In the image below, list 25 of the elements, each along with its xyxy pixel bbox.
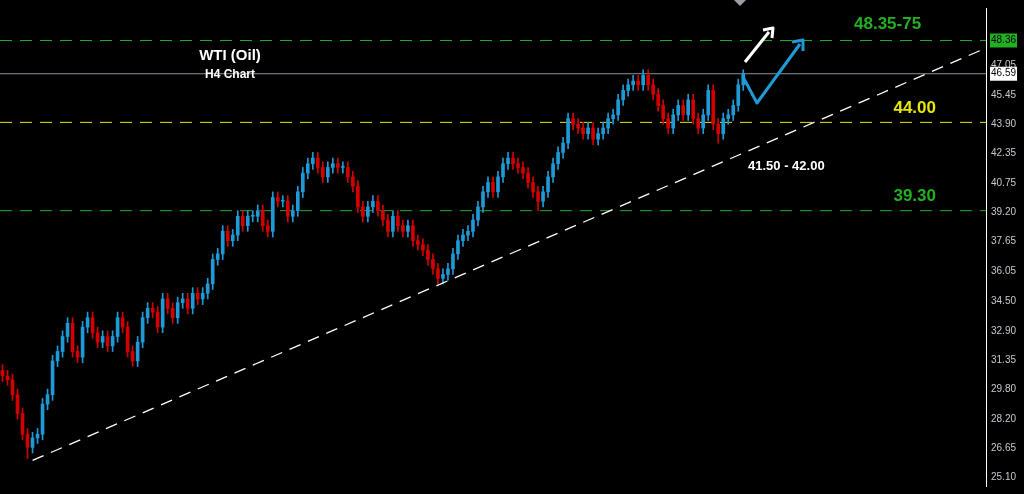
annotation: 41.50 - 42.00 bbox=[748, 158, 825, 173]
y-tick-label: 36.05 bbox=[991, 265, 1017, 277]
candlestick bbox=[341, 161, 345, 174]
ref-line-label: 44.00 bbox=[893, 97, 936, 117]
ref-line-label: 39.30 bbox=[893, 185, 936, 205]
y-tick-label: 32.90 bbox=[991, 324, 1017, 336]
y-tick-label: 29.80 bbox=[991, 382, 1017, 394]
y-tick-label: 39.20 bbox=[991, 206, 1017, 218]
candlestick bbox=[280, 195, 285, 208]
candlestick bbox=[636, 75, 640, 91]
y-tick-label: 45.45 bbox=[991, 88, 1017, 100]
text: H4 Chart bbox=[204, 67, 256, 81]
y-tick-label: 40.75 bbox=[991, 177, 1017, 189]
y-tick-label: 48.36 bbox=[991, 34, 1017, 46]
y-tick-label: 34.50 bbox=[991, 294, 1017, 306]
y-tick-label: 42.35 bbox=[991, 147, 1017, 159]
y-tick-label: 31.35 bbox=[991, 353, 1017, 365]
y-tick-label: 43.90 bbox=[991, 118, 1017, 130]
y-tick-label: 37.65 bbox=[991, 235, 1017, 247]
text: WTI (Oil) bbox=[198, 46, 262, 63]
y-tick-label: 26.65 bbox=[991, 442, 1017, 453]
y-tick-label: 46.59 bbox=[991, 67, 1017, 79]
y-tick-label: 25.10 bbox=[991, 471, 1017, 483]
annotation: 48.35-75 bbox=[854, 14, 922, 34]
y-tick-label: 28.20 bbox=[991, 412, 1017, 424]
